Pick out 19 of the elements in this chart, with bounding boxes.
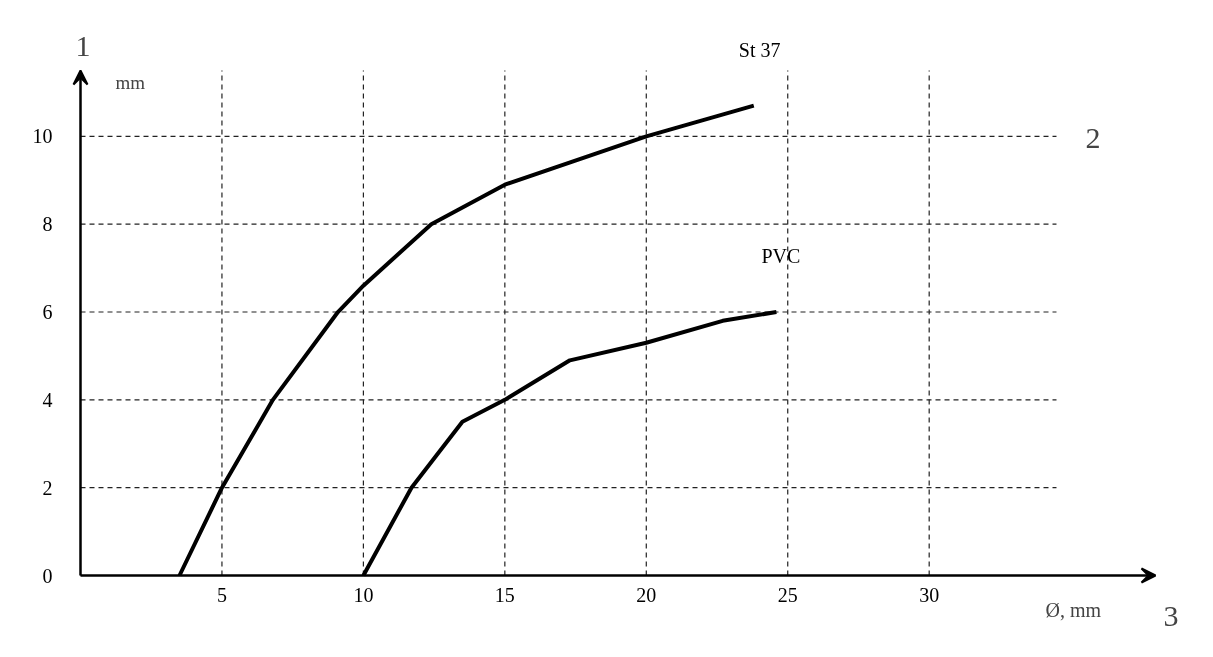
annotation: 2	[1085, 121, 1101, 155]
x-tick-label: 15	[494, 583, 515, 606]
y-tick-label: 2	[42, 476, 53, 499]
text: 3	[1163, 598, 1179, 632]
x-axis-title: Ø, mm	[1045, 598, 1102, 621]
y-tick-label: 6	[42, 301, 53, 324]
text: St 37	[738, 38, 781, 61]
y-tick-label: 10	[32, 125, 53, 148]
x-tick-label: 30	[919, 583, 940, 606]
x-tick-label: 10	[353, 583, 374, 606]
text: PVC	[761, 245, 801, 268]
x-tick-label: 25	[777, 583, 798, 606]
y-tick-label: 0	[42, 564, 53, 587]
y-tick-label: 8	[42, 213, 53, 236]
x-tick-label: 20	[636, 583, 657, 606]
y-tick-label: 4	[42, 388, 53, 411]
y-axis-title: mm	[115, 71, 146, 93]
x-tick-label: 5	[216, 583, 227, 606]
text: 1	[75, 28, 91, 62]
